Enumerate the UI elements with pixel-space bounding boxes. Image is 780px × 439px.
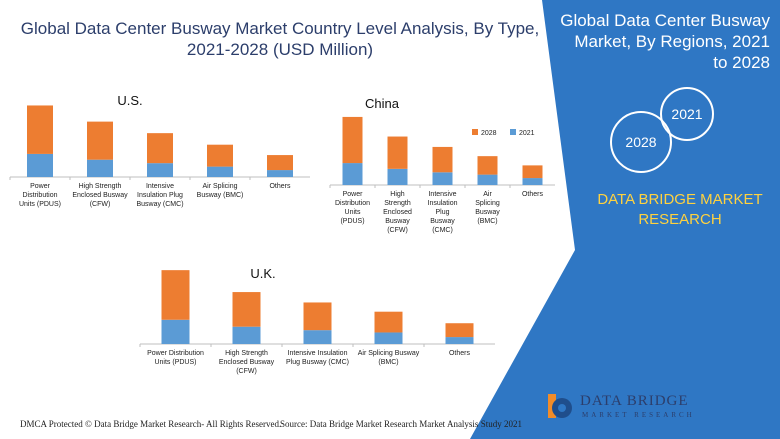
chart-title: U.K. [250, 266, 275, 281]
bar-2028-2 [303, 302, 332, 331]
logo-sub: MARKET RESEARCH [582, 411, 695, 419]
x-tick-label: Air Splicing Busway (BMC) [197, 183, 244, 199]
bar-2028-0 [342, 116, 363, 164]
bar-2021-4 [267, 170, 293, 177]
legend-swatch-2021 [510, 129, 516, 135]
x-tick-label: Others [522, 191, 544, 198]
bar-2028-4 [267, 155, 293, 171]
bar-2028-2 [147, 133, 173, 164]
bar-2028-0 [27, 105, 53, 154]
bar-2021-0 [161, 319, 190, 344]
year-circle-2028 [610, 111, 672, 173]
bar-2021-0 [27, 153, 53, 177]
bar-2021-3 [207, 166, 233, 177]
bar-2028-1 [232, 292, 261, 327]
bar-2028-4 [445, 323, 474, 338]
panel-background [470, 0, 780, 439]
bar-2021-2 [147, 163, 173, 177]
bar-2021-2 [432, 172, 453, 185]
bar-2028-0 [161, 270, 190, 320]
x-tick-label: Air Splicing Busway (BMC) [358, 350, 420, 366]
x-tick-label: Power Distribution Units (PDUS) [19, 183, 61, 208]
year-circle-2021 [660, 87, 714, 141]
x-tick-label: Intensive Insulation Plug Busway (CMC) [428, 191, 458, 234]
bar-2021-2 [303, 330, 332, 344]
x-tick-label: High Strength Enclosed Busway (CFW) [383, 191, 412, 234]
bar-2028-4 [522, 165, 543, 179]
bar-2028-1 [387, 136, 408, 169]
source-note: Source: Data Bridge Market Research Mark… [280, 419, 522, 429]
bar-2021-4 [445, 337, 474, 344]
bar-2028-2 [432, 146, 453, 173]
logo-icon [548, 394, 572, 418]
page-title: Global Data Center Busway Market Country… [20, 19, 540, 59]
x-tick-label: Others [269, 183, 291, 190]
legend-swatch-2028 [472, 129, 478, 135]
x-tick-label: Power Distribution Units (PDUS) [335, 191, 370, 225]
legend-label-2028: 2028 [481, 130, 497, 137]
regions-title: Global Data Center Busway Market, By Reg… [560, 11, 770, 72]
x-tick-label: Air Splicing Busway (BMC) [475, 191, 500, 225]
bar-2028-3 [207, 144, 233, 167]
bar-2021-3 [374, 332, 403, 344]
x-tick-label: Intensive Insulation Plug Busway (CMC) [286, 350, 349, 366]
x-tick-label: High Strength Enclosed Busway (CFW) [219, 350, 275, 375]
x-tick-label: High Strength Enclosed Busway (CFW) [72, 183, 128, 208]
bar-2028-1 [87, 121, 113, 160]
chart-uk: U.K. Power Distribution Units (PDUS) High S… [139, 266, 495, 375]
bar-2021-4 [522, 178, 543, 185]
dmca-notice: DMCA Protected © Data Bridge Market Rese… [20, 419, 282, 429]
year-label-2028: 2028 [625, 134, 657, 150]
logo-name: DATA BRIDGE [580, 393, 689, 409]
bar-2021-1 [387, 168, 408, 185]
legend-label-2021: 2021 [519, 130, 535, 137]
chart-us: U.S. Power Distribution Units (PDUS) High St… [9, 93, 310, 208]
x-tick-label: Others [449, 350, 471, 357]
chart-china: China Power Distribution Units (PDUS) High Str… [329, 96, 555, 234]
bar-2021-1 [87, 159, 113, 177]
bar-2021-0 [342, 163, 363, 185]
brand-name: DATA BRIDGE MARKET RESEARCH [597, 191, 763, 228]
chart-title: U.S. [117, 93, 142, 108]
bar-2021-1 [232, 326, 261, 344]
x-tick-label: Intensive Insulation Plug Busway (CMC) [136, 183, 183, 208]
bar-2028-3 [374, 311, 403, 333]
bar-2021-3 [477, 174, 498, 185]
x-tick-label: Power Distribution Units (PDUS) [147, 350, 204, 366]
bar-2028-3 [477, 156, 498, 175]
chart-title: China [365, 96, 400, 111]
year-label-2021: 2021 [671, 106, 703, 122]
